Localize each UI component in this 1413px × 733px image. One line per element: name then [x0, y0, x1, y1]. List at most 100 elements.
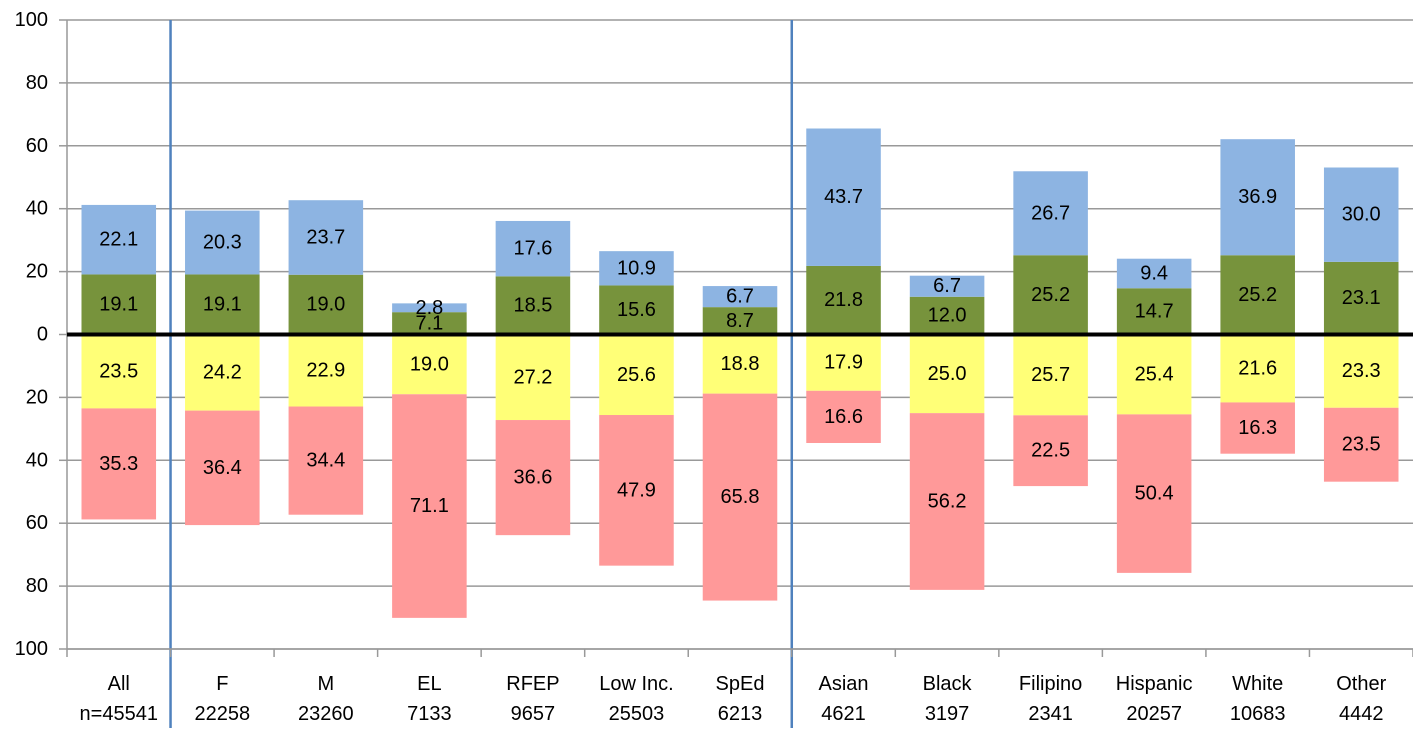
data-label: 12.0	[928, 305, 967, 327]
bar-segment	[702, 393, 778, 601]
bar-segment	[288, 274, 364, 335]
bar-segment	[392, 334, 467, 395]
data-label: 16.3	[1238, 417, 1277, 439]
bar-segment	[1220, 334, 1295, 403]
data-label: 19.0	[306, 294, 345, 316]
data-label: 43.7	[824, 186, 863, 208]
x-count-label: 7133	[407, 703, 452, 725]
bar-segment	[702, 334, 778, 394]
data-label: 17.6	[513, 238, 552, 260]
bar-segment	[1323, 407, 1399, 482]
bar-segment	[81, 274, 157, 335]
bar-segment	[1323, 167, 1399, 262]
data-label: 36.9	[1238, 186, 1277, 208]
data-label: 23.3	[1342, 360, 1381, 382]
data-label: 35.3	[99, 453, 138, 475]
data-label: 21.8	[824, 289, 863, 311]
data-label: 22.1	[99, 229, 138, 251]
data-label: 65.8	[721, 486, 760, 508]
x-category-label: Black	[923, 673, 973, 695]
data-label: 34.4	[306, 450, 345, 472]
y-tick-label: 40	[26, 198, 48, 220]
data-label: 22.9	[306, 360, 345, 382]
data-labels: 19.1 22.1 23.5 35.3 19.1 20.3 24.2 36.4 19.0 23.7…	[99, 186, 1380, 517]
bar-segment	[81, 204, 157, 275]
x-category-label: Low Inc.	[599, 673, 673, 695]
bar-segment	[599, 415, 674, 566]
x-category-label: White	[1232, 673, 1283, 695]
bar-segment	[909, 275, 985, 297]
bar-segment	[702, 286, 778, 308]
data-label: 30.0	[1342, 204, 1381, 226]
data-label: 47.9	[617, 479, 656, 501]
x-count-label: 22258	[194, 703, 250, 725]
x-count-label: 4442	[1339, 703, 1384, 725]
bar-segment	[806, 390, 881, 444]
bars	[81, 128, 1399, 618]
x-category-label: All	[108, 673, 130, 695]
bar-segment	[599, 285, 674, 335]
data-label: 23.5	[99, 360, 138, 382]
x-count-label: 10683	[1230, 703, 1286, 725]
axes: 100 80 60 40 20 0 20 40 60 80 100 All n=45541 F 22258 M…	[15, 9, 1413, 725]
y-tick-label: 20	[26, 386, 48, 408]
data-label: 7.1	[415, 312, 443, 334]
data-label: 10.9	[617, 257, 656, 279]
bar-segment	[495, 220, 571, 277]
x-count-label: 3197	[925, 703, 970, 725]
bar-segment	[495, 276, 571, 335]
x-category-label: Other	[1336, 673, 1386, 695]
data-label: 27.2	[513, 366, 552, 388]
data-label: 17.9	[824, 352, 863, 374]
bar-segment	[81, 334, 157, 409]
data-label: 23.7	[306, 226, 345, 248]
bar-segment	[288, 406, 364, 515]
data-label: 23.1	[1342, 287, 1381, 309]
data-label: 14.7	[1135, 300, 1174, 322]
data-label: 16.6	[824, 406, 863, 428]
y-tick-label: 0	[37, 324, 48, 346]
x-count-label: 4621	[821, 703, 866, 725]
data-label: 36.4	[203, 457, 242, 479]
data-label: 24.2	[203, 362, 242, 384]
bar-segment	[392, 303, 467, 313]
data-label: 25.4	[1135, 363, 1174, 385]
x-category-label: EL	[417, 673, 441, 695]
data-label: 50.4	[1135, 483, 1174, 505]
bar-segment	[185, 274, 260, 335]
bar-segment	[1116, 258, 1192, 289]
bar-segment	[288, 200, 364, 275]
data-label: 18.8	[721, 353, 760, 375]
data-label: 20.3	[203, 232, 242, 254]
bar-segment	[1220, 402, 1295, 454]
data-label: 19.1	[203, 293, 242, 315]
data-label: 25.2	[1031, 284, 1070, 306]
bar-segment	[1013, 171, 1088, 256]
x-category-label: RFEP	[506, 673, 559, 695]
data-label: 25.7	[1031, 364, 1070, 386]
x-count-label: 2341	[1028, 703, 1073, 725]
bar-segment	[495, 334, 571, 421]
group-dividers	[169, 20, 794, 728]
x-count-label: 23260	[298, 703, 354, 725]
y-tick-label: 40	[26, 449, 48, 471]
bar-segment	[806, 334, 881, 391]
data-label: 21.6	[1238, 357, 1277, 379]
y-tick-label: 80	[26, 72, 48, 94]
y-tick-label: 100	[15, 9, 48, 31]
bar-segment	[1116, 288, 1192, 335]
bar-segment	[1013, 334, 1088, 416]
bar-segment	[1116, 334, 1192, 415]
data-label: 6.7	[933, 275, 961, 297]
y-tick-label: 60	[26, 512, 48, 534]
bar-segment	[81, 408, 157, 520]
bar-segment	[599, 251, 674, 286]
data-label: 71.1	[410, 495, 449, 517]
bar-segment	[185, 334, 260, 411]
data-label: 6.7	[726, 286, 754, 308]
data-label: 18.5	[513, 294, 552, 316]
bar-segment	[1323, 334, 1399, 408]
bar-segment	[495, 420, 571, 536]
